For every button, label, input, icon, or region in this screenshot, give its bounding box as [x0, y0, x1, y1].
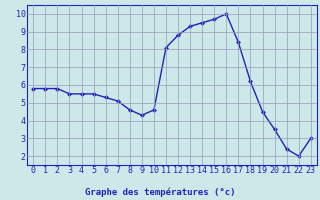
Text: Graphe des températures (°c): Graphe des températures (°c) [85, 187, 235, 197]
